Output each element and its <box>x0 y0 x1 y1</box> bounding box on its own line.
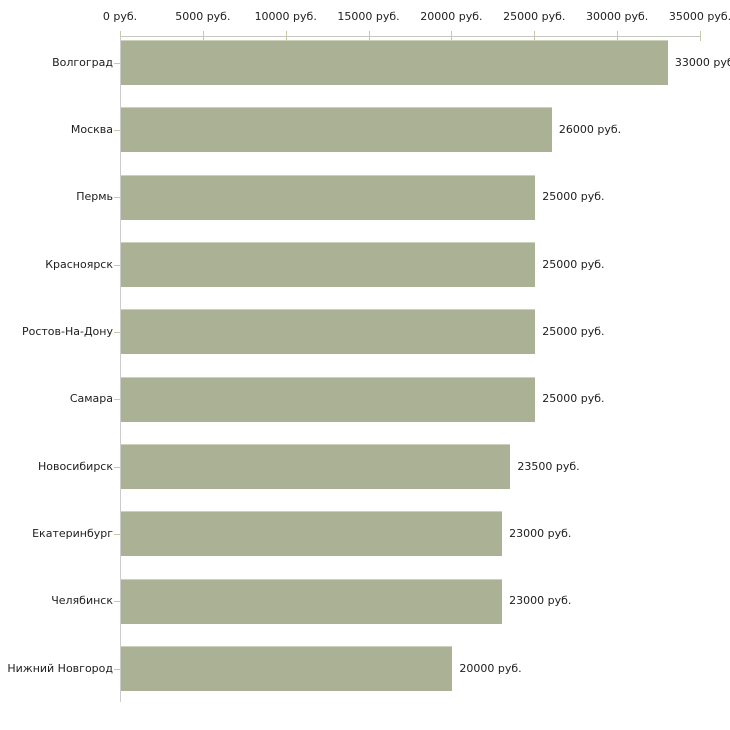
bar <box>121 174 536 220</box>
y-tick-mark <box>114 331 120 333</box>
bar <box>121 376 536 422</box>
y-tick-mark <box>114 466 120 468</box>
x-tick-label: 30000 руб. <box>586 10 649 23</box>
y-tick-mark <box>114 533 120 535</box>
bar-value-label: 25000 руб. <box>542 392 605 406</box>
y-tick-mark <box>114 197 120 199</box>
x-tick-label: 25000 руб. <box>503 10 566 23</box>
bar-value-label: 25000 руб. <box>542 190 605 204</box>
y-tick-mark <box>114 129 120 131</box>
category-label: Пермь <box>76 190 113 204</box>
category-label: Челябинск <box>51 594 113 608</box>
x-tick-label: 10000 руб. <box>254 10 317 23</box>
y-tick-mark <box>114 399 120 401</box>
x-tick-label: 15000 руб. <box>337 10 400 23</box>
y-tick-mark <box>114 601 120 603</box>
bar-value-label: 25000 руб. <box>542 324 605 338</box>
y-tick-mark <box>114 264 120 266</box>
bar <box>121 578 503 624</box>
bar-value-label: 23000 руб. <box>509 526 572 540</box>
category-label: Новосибирск <box>37 459 113 473</box>
bar <box>121 242 536 288</box>
bar-value-label: 25000 руб. <box>542 257 605 271</box>
category-label: Екатеринбург <box>32 526 113 540</box>
x-tick-label: 5000 руб. <box>175 10 231 23</box>
bar <box>121 309 536 355</box>
category-label: Ростов-На-Дону <box>21 324 113 338</box>
category-label: Москва <box>70 122 113 136</box>
category-label: Красноярск <box>45 257 113 271</box>
bar-value-label: 20000 руб. <box>459 661 522 675</box>
x-axis-line <box>120 36 701 37</box>
y-axis-line <box>120 36 121 702</box>
x-tick-label: 35000 руб. <box>668 10 730 23</box>
category-label: Нижний Новгород <box>7 661 113 675</box>
category-label: Волгоград <box>52 55 113 69</box>
bar-value-label: 23500 руб. <box>517 459 580 473</box>
bar-value-label: 33000 руб <box>674 55 730 69</box>
x-tick-label: 20000 руб. <box>420 10 483 23</box>
bar-value-label: 23000 руб. <box>509 594 572 608</box>
y-tick-mark <box>114 668 120 670</box>
bar <box>121 646 453 692</box>
bar <box>121 107 552 153</box>
x-tick-label: 0 руб. <box>102 10 138 23</box>
bar <box>121 444 511 490</box>
bar-value-label: 26000 руб. <box>558 122 622 136</box>
bar <box>121 511 503 557</box>
y-tick-mark <box>114 62 120 64</box>
category-label: Самара <box>69 392 113 406</box>
bar <box>121 40 668 85</box>
